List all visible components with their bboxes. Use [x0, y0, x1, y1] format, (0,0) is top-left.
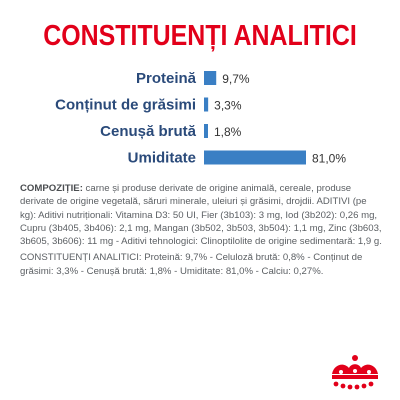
category-label: Umiditate: [128, 150, 196, 167]
category-label: Conținut de grăsimi: [55, 97, 196, 114]
bar: [204, 150, 306, 165]
composition-text: carne și produse derivate de origine ani…: [20, 183, 382, 248]
composition-block: COMPOZIȚIE: carne și produse derivate de…: [20, 182, 382, 281]
page-title: CONSTITUENȚI ANALITICI: [43, 20, 357, 52]
category-label: Proteină: [136, 70, 197, 87]
bar: [204, 124, 208, 138]
value-label: 9,7%: [222, 72, 250, 86]
value-label: 81,0%: [312, 152, 346, 166]
analytical-paragraph: CONSTITUENȚI ANALITICI: Proteină: 9,7% -…: [20, 252, 363, 277]
bar: [204, 97, 209, 112]
analytical-bar-chart: Proteină 9,7% Conținut de grăsimi 3,3% Cenuș…: [55, 70, 346, 167]
crown-icon: [332, 355, 378, 390]
value-label: 3,3%: [214, 99, 242, 113]
composition-label: COMPOZIȚIE:: [20, 183, 83, 194]
composition-paragraph: COMPOZIȚIE: carne și produse derivate de…: [20, 182, 382, 248]
value-label: 1,8%: [214, 125, 242, 139]
bar: [204, 71, 217, 85]
category-label: Cenușă brută: [100, 123, 197, 140]
